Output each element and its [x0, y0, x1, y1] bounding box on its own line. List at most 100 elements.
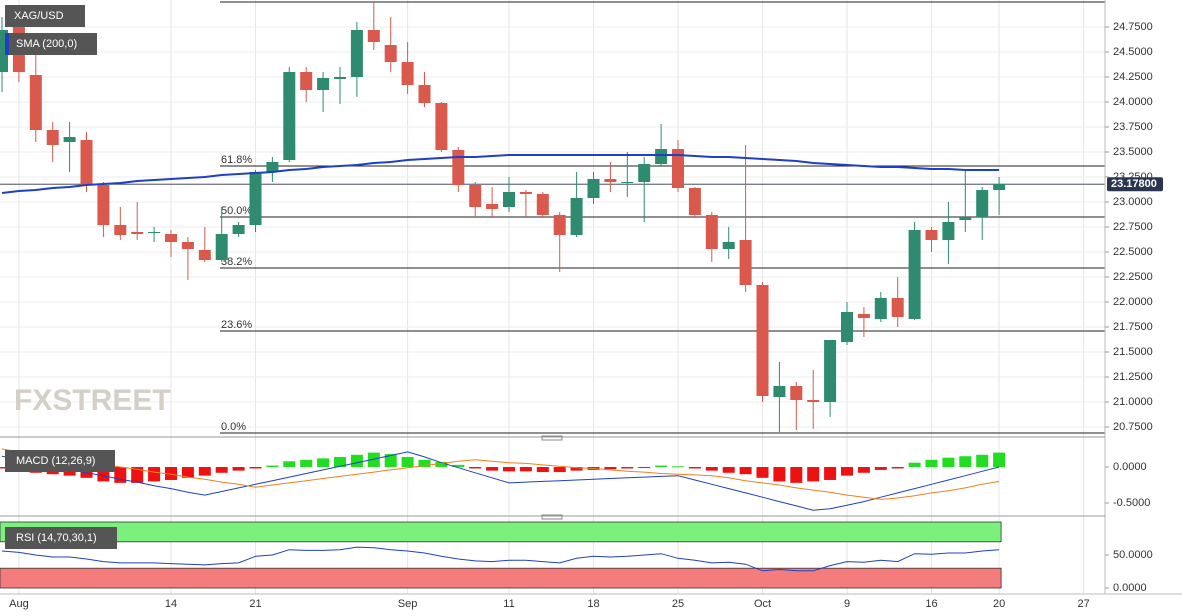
candle-body: [638, 164, 651, 182]
candle-body: [97, 185, 110, 225]
rsi-oversold-band: [0, 567, 1002, 589]
candle-body: [857, 314, 870, 318]
macd-histogram-bar: [688, 467, 701, 469]
y-tick-label: 21.5000: [1113, 346, 1153, 358]
candle-body: [925, 230, 938, 240]
candle-body: [401, 62, 414, 85]
candle-body: [824, 340, 837, 402]
x-tick-label: Aug: [9, 598, 29, 610]
candle-body: [334, 77, 346, 79]
macd-histogram-bar: [959, 456, 972, 468]
macd-histogram-bar: [824, 467, 837, 480]
y-tick-label: 23.5000: [1113, 146, 1153, 158]
macd-histogram-bar: [283, 461, 296, 468]
sma-box[interactable]: [5, 33, 97, 55]
candle-body: [705, 215, 718, 249]
y-tick-label: 21.7500: [1113, 321, 1153, 333]
macd-histogram-bar: [350, 454, 363, 468]
rsi-overbought-band: [0, 521, 1002, 543]
x-tick-label: 14: [165, 598, 177, 610]
macd-histogram-bar: [131, 467, 144, 483]
candle-body: [80, 140, 93, 185]
macd-histogram-bar: [857, 467, 870, 473]
candle-body: [739, 240, 752, 285]
y-tick-label: 0.0000: [1113, 461, 1147, 473]
candle-body: [756, 285, 769, 396]
x-tick-label: 16: [925, 598, 937, 610]
pane-grip[interactable]: [541, 514, 563, 520]
candle-body: [503, 192, 515, 207]
macd-histogram-bar: [993, 452, 1006, 468]
fib-label: 61.8%: [221, 154, 252, 166]
x-tick-label: 21: [249, 598, 261, 610]
macd-histogram-bar: [807, 467, 820, 482]
candle-body: [773, 386, 786, 397]
macd-histogram-bar: [266, 465, 279, 468]
last-price-label: 23.17800: [1111, 178, 1157, 190]
candle-body: [165, 234, 177, 242]
y-tick-label: -0.5000: [1113, 497, 1150, 509]
candle-body: [266, 162, 279, 172]
candle-body: [587, 179, 600, 198]
macd-histogram-bar: [452, 464, 465, 468]
macd-histogram-bar: [942, 457, 955, 468]
macd-histogram-bar: [604, 467, 617, 470]
candle-body: [317, 78, 330, 90]
y-tick-label: 21.2500: [1113, 371, 1153, 383]
candle-body: [688, 188, 701, 215]
macd-histogram-bar: [841, 467, 853, 476]
macd-histogram-bar: [722, 467, 735, 473]
symbol-box[interactable]: [5, 5, 85, 27]
candle-body: [908, 230, 921, 319]
rsi-line: [1, 546, 1000, 572]
candle-body: [604, 179, 617, 182]
macd-histogram-bar: [739, 467, 752, 475]
macd-histogram-bar: [705, 467, 718, 471]
y-tick-label: 24.0000: [1113, 96, 1153, 108]
macd-histogram-bar: [181, 467, 194, 478]
candle-body: [384, 45, 397, 62]
candle-body: [418, 85, 431, 103]
macd-histogram-bar: [215, 467, 228, 473]
candle-body: [486, 204, 499, 209]
macd-histogram-bar: [976, 454, 989, 468]
candle-body: [198, 250, 211, 260]
macd-box[interactable]: [5, 450, 115, 472]
fib-label: 0.0%: [221, 421, 246, 433]
candle-body: [114, 225, 127, 235]
candle-body: [976, 190, 989, 217]
macd-histogram-bar: [0, 467, 8, 469]
candle-body: [655, 149, 668, 164]
y-tick-label: 22.0000: [1113, 296, 1153, 308]
y-tick-label: 21.0000: [1113, 396, 1153, 408]
x-tick-label: 25: [672, 598, 684, 610]
macd-histogram-bar: [874, 467, 887, 470]
y-tick-label: 24.2500: [1113, 71, 1153, 83]
macd-histogram-bar: [908, 462, 921, 468]
y-tick-label: 22.5000: [1113, 246, 1153, 258]
macd-label: MACD (12,26,9): [16, 455, 95, 467]
candle-body: [181, 242, 194, 249]
pane-grip[interactable]: [541, 435, 563, 441]
rsi-box[interactable]: [5, 527, 117, 549]
candle-body: [148, 232, 161, 233]
fib-label: 50.0%: [221, 205, 252, 217]
candle-body: [469, 185, 482, 207]
candle-body: [131, 232, 144, 234]
macd-histogram-bar: [672, 466, 684, 468]
sma-swatch: [5, 33, 9, 55]
y-tick-label: 23.0000: [1113, 196, 1153, 208]
macd-histogram-bar: [519, 467, 532, 472]
x-tick-label: 18: [587, 598, 599, 610]
candle-body: [993, 184, 1006, 190]
x-tick-label: Oct: [754, 598, 771, 610]
macd-histogram-bar: [638, 467, 651, 469]
macd-histogram-bar: [756, 467, 769, 478]
x-tick-label: Sep: [398, 598, 418, 610]
macd-histogram-bar: [401, 456, 414, 468]
y-tick-label: 22.2500: [1113, 271, 1153, 283]
candle-body: [942, 222, 955, 240]
macd-histogram-bar: [317, 458, 330, 468]
